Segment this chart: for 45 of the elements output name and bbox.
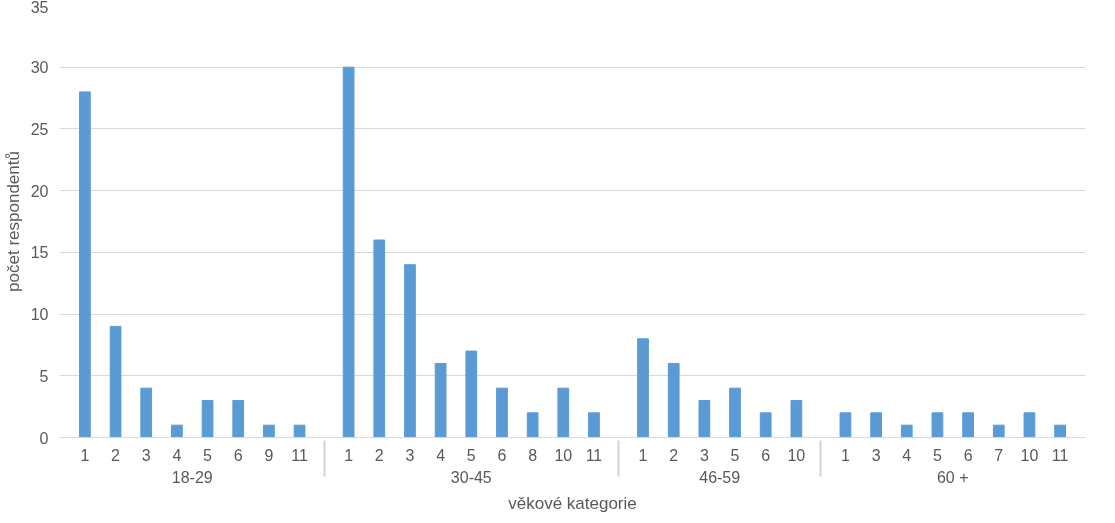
category-label: 11 bbox=[291, 446, 308, 464]
category-label: 7 bbox=[994, 446, 1004, 464]
category-label: 6 bbox=[233, 446, 243, 464]
category-label: 2 bbox=[111, 446, 121, 464]
category-label: 60 + bbox=[936, 468, 969, 486]
category-label: 4 bbox=[172, 446, 182, 464]
category-label: 10 bbox=[787, 446, 806, 464]
category-label: 3 bbox=[871, 446, 881, 464]
category-label: 5 bbox=[932, 446, 942, 464]
category-label: 9 bbox=[264, 446, 274, 464]
category-label: 1 bbox=[638, 446, 648, 464]
category-label: 1 bbox=[344, 446, 354, 464]
y-axis-title: počet respondentů bbox=[3, 151, 23, 292]
y-tick-label: 35 bbox=[30, 0, 49, 16]
y-tick-label: 10 bbox=[30, 306, 49, 324]
category-label: 30-45 bbox=[450, 468, 492, 486]
category-label: 5 bbox=[203, 446, 213, 464]
category-label: 5 bbox=[730, 446, 740, 464]
category-label: 3 bbox=[699, 446, 709, 464]
category-label: 2 bbox=[669, 446, 679, 464]
category-label: 10 bbox=[554, 446, 573, 464]
y-tick-label: 20 bbox=[30, 182, 49, 200]
y-tick-label: 0 bbox=[39, 429, 49, 447]
category-label: 4 bbox=[436, 446, 446, 464]
y-tick-label: 25 bbox=[30, 120, 49, 138]
category-label: 3 bbox=[141, 446, 151, 464]
y-tick-label: 30 bbox=[30, 59, 49, 77]
category-label: 46-59 bbox=[699, 468, 741, 486]
category-label: 11 bbox=[585, 446, 603, 464]
category-label: 2 bbox=[374, 446, 384, 464]
category-label: 4 bbox=[902, 446, 912, 464]
category-label: 3 bbox=[405, 446, 415, 464]
y-tick-label: 15 bbox=[30, 244, 49, 262]
y-tick-label: 5 bbox=[39, 367, 49, 385]
category-label: 1 bbox=[840, 446, 850, 464]
x-axis-title: věkové kategorie bbox=[508, 493, 637, 513]
category-label: 6 bbox=[497, 446, 507, 464]
category-label: 18-29 bbox=[171, 468, 213, 486]
category-label: 8 bbox=[528, 446, 538, 464]
category-label: 5 bbox=[466, 446, 476, 464]
category-label: 6 bbox=[963, 446, 973, 464]
category-label: 11 bbox=[1051, 446, 1069, 464]
category-label: 6 bbox=[761, 446, 771, 464]
category-label: 10 bbox=[1020, 446, 1039, 464]
category-label: 1 bbox=[80, 446, 90, 464]
